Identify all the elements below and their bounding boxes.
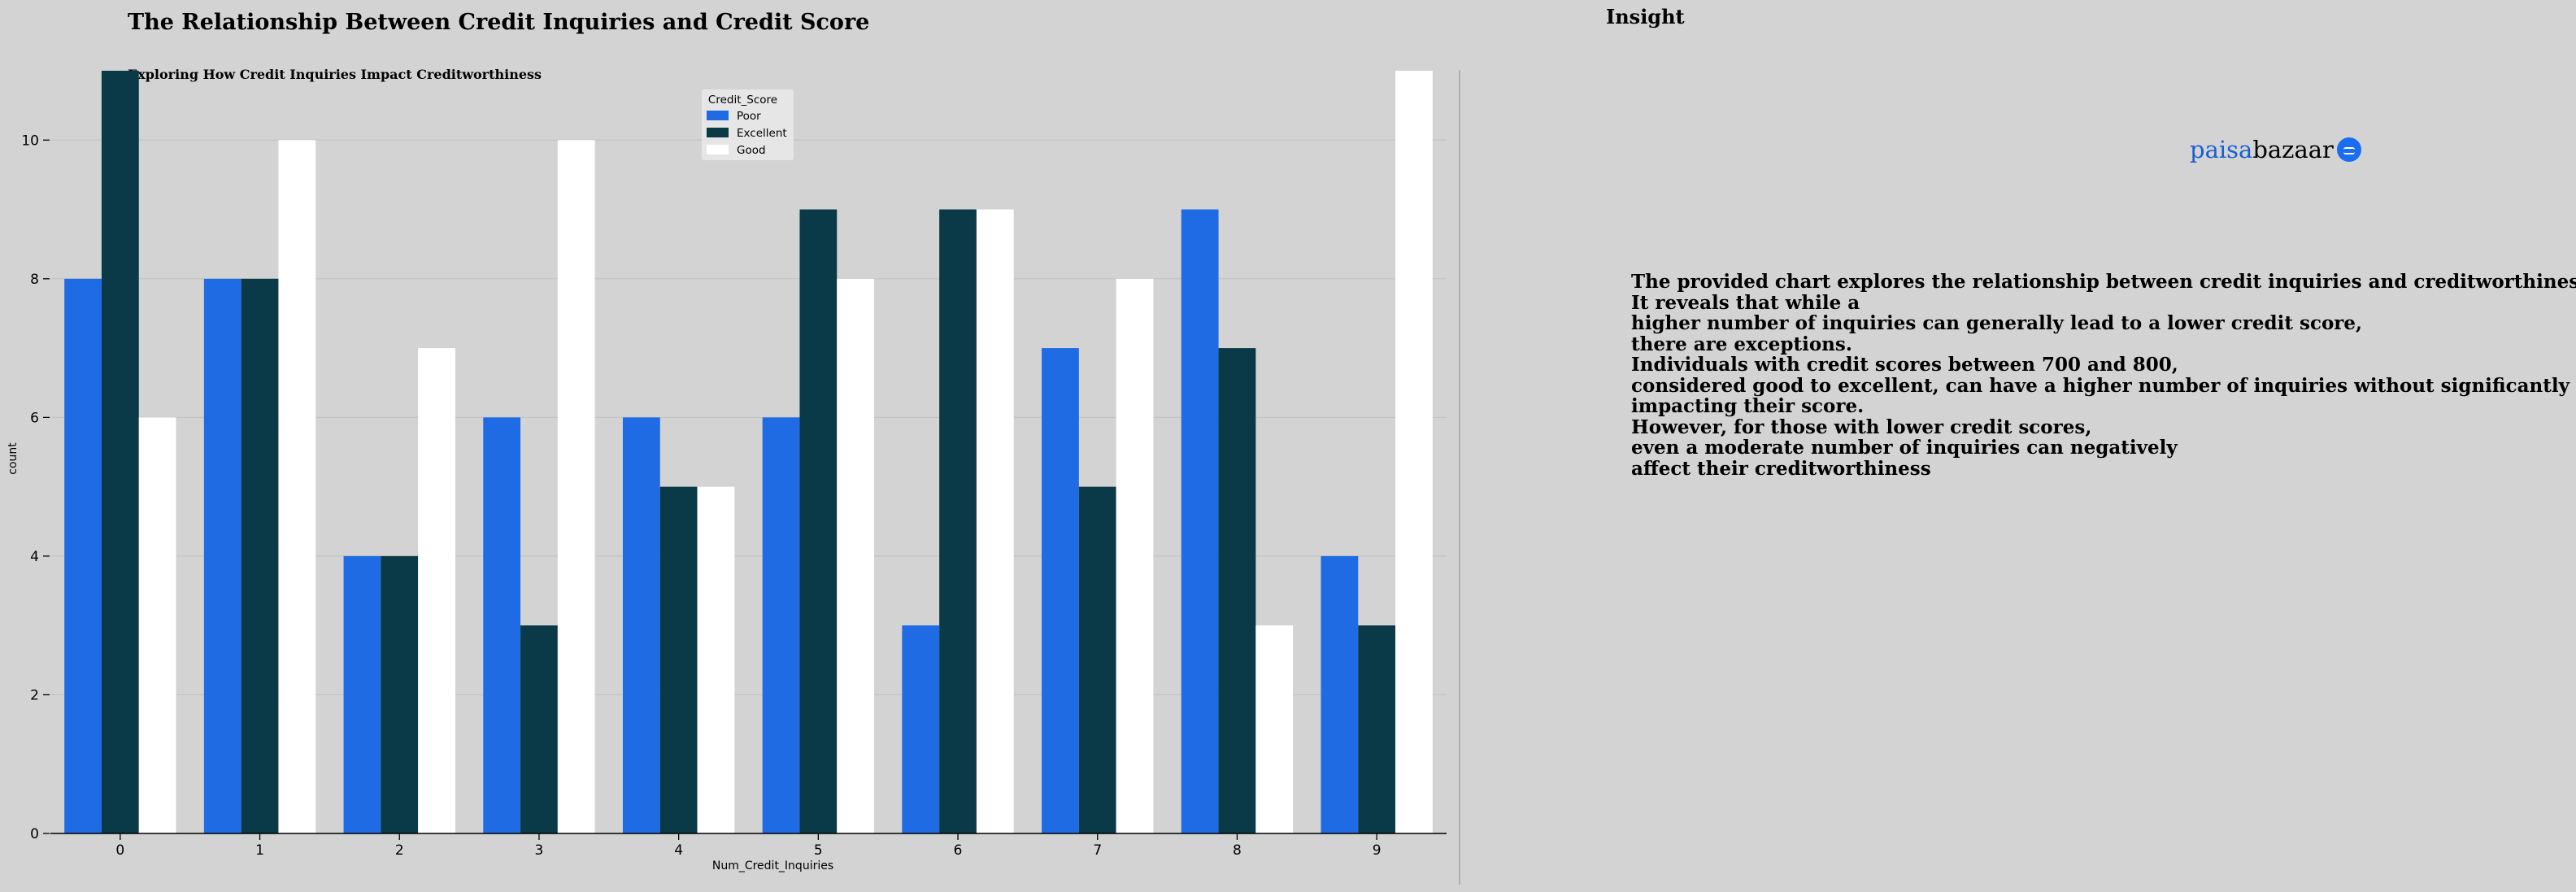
bar-good-5 — [837, 278, 875, 833]
insight-line: Individuals with credit scores between 7… — [1631, 354, 2178, 376]
bar-good-8 — [1255, 625, 1294, 833]
bar-excellent-5 — [799, 209, 838, 834]
insight-heading: Insight — [1606, 5, 1685, 28]
bar-excellent-2 — [381, 555, 419, 833]
x-tick-label: 2 — [395, 842, 404, 859]
insight-line: impacting their score. — [1631, 395, 1865, 417]
bar-excellent-4 — [659, 486, 698, 833]
bar-excellent-0 — [101, 71, 139, 833]
logo-badge-icon — [2336, 137, 2361, 162]
bar-poor-7 — [1042, 348, 1079, 833]
x-tick-label: 6 — [954, 842, 963, 859]
insight-line: considered good to excellent, can have a… — [1631, 374, 2569, 397]
bar-poor-8 — [1181, 209, 1219, 834]
x-tick-label: 8 — [1233, 842, 1242, 859]
bar-excellent-6 — [939, 209, 977, 834]
x-tick-label: 9 — [1373, 842, 1382, 859]
bar-poor-5 — [762, 417, 800, 833]
legend-swatch-excellent — [707, 128, 729, 137]
legend-title: Credit_Score — [708, 94, 777, 107]
bar-excellent-8 — [1218, 348, 1256, 833]
y-tick-label: 6 — [30, 410, 39, 426]
x-tick-label: 4 — [674, 842, 683, 859]
y-tick-label: 0 — [30, 826, 39, 842]
bar-excellent-1 — [241, 278, 279, 833]
x-tick-label: 1 — [255, 842, 264, 859]
logo-text-bazaar: bazaar — [2252, 136, 2334, 163]
bar-excellent-9 — [1358, 625, 1396, 833]
bar-good-4 — [697, 486, 735, 833]
x-axis-label: Num_Credit_Inquiries — [712, 859, 833, 872]
insight-line: The provided chart explores the relation… — [1631, 271, 2576, 293]
bar-good-9 — [1395, 71, 1433, 833]
insight-text: The provided chart explores the relation… — [1631, 271, 2576, 480]
legend-swatch-good — [707, 145, 729, 154]
bar-good-3 — [557, 140, 595, 834]
bar-good-0 — [138, 417, 176, 833]
bar-poor-3 — [483, 417, 521, 833]
bar-chart: 0 2 4 6 8 10 0 1 2 3 4 5 6 7 8 9 Num_Credit_Inquiries cou… — [7, 71, 1447, 872]
insight-line: higher number of inquiries can generally… — [1631, 312, 2363, 334]
insight-line: even a moderate number of inquiries can … — [1631, 437, 2178, 459]
bar-poor-4 — [622, 417, 660, 833]
x-tick-label: 3 — [535, 842, 544, 859]
y-tick-label: 4 — [30, 549, 39, 565]
y-axis-label: count — [7, 442, 20, 475]
x-tick-label: 7 — [1093, 842, 1102, 859]
insight-line: there are exceptions. — [1631, 333, 1852, 355]
x-tick-label: 5 — [814, 842, 823, 859]
legend-label-excellent: Excellent — [737, 127, 787, 140]
bar-good-1 — [278, 140, 316, 834]
bar-good-7 — [1116, 278, 1154, 833]
insight-line: It reveals that while a — [1631, 291, 1860, 314]
bar-good-2 — [418, 348, 455, 833]
y-tick-label: 10 — [21, 133, 39, 149]
y-tick-label: 2 — [30, 687, 39, 703]
insight-line: affect their creditworthiness — [1631, 457, 1931, 480]
chart-title: The Relationship Between Credit Inquirie… — [128, 10, 870, 35]
panel-divider — [1459, 70, 1460, 885]
bar-poor-2 — [343, 555, 381, 833]
legend-label-poor: Poor — [737, 110, 761, 123]
bar-poor-6 — [902, 625, 940, 833]
bar-poor-0 — [64, 278, 102, 833]
bar-excellent-3 — [520, 625, 558, 833]
chart-subtitle: Exploring How Credit Inquiries Impact Cr… — [128, 67, 542, 82]
legend-swatch-poor — [707, 111, 729, 120]
bar-excellent-7 — [1078, 486, 1116, 833]
bar-poor-1 — [203, 278, 242, 833]
legend-label-good: Good — [737, 144, 766, 157]
logo-text-paisa: paisa — [2190, 136, 2253, 163]
legend-box — [702, 89, 794, 160]
paisabazaar-logo: paisa bazaar — [2190, 133, 2361, 166]
bar-good-6 — [976, 209, 1014, 834]
bar-poor-9 — [1321, 555, 1359, 833]
insight-line: However, for those with lower credit sco… — [1631, 416, 2092, 438]
y-tick-label: 8 — [30, 272, 39, 288]
x-tick-label: 0 — [115, 842, 124, 859]
